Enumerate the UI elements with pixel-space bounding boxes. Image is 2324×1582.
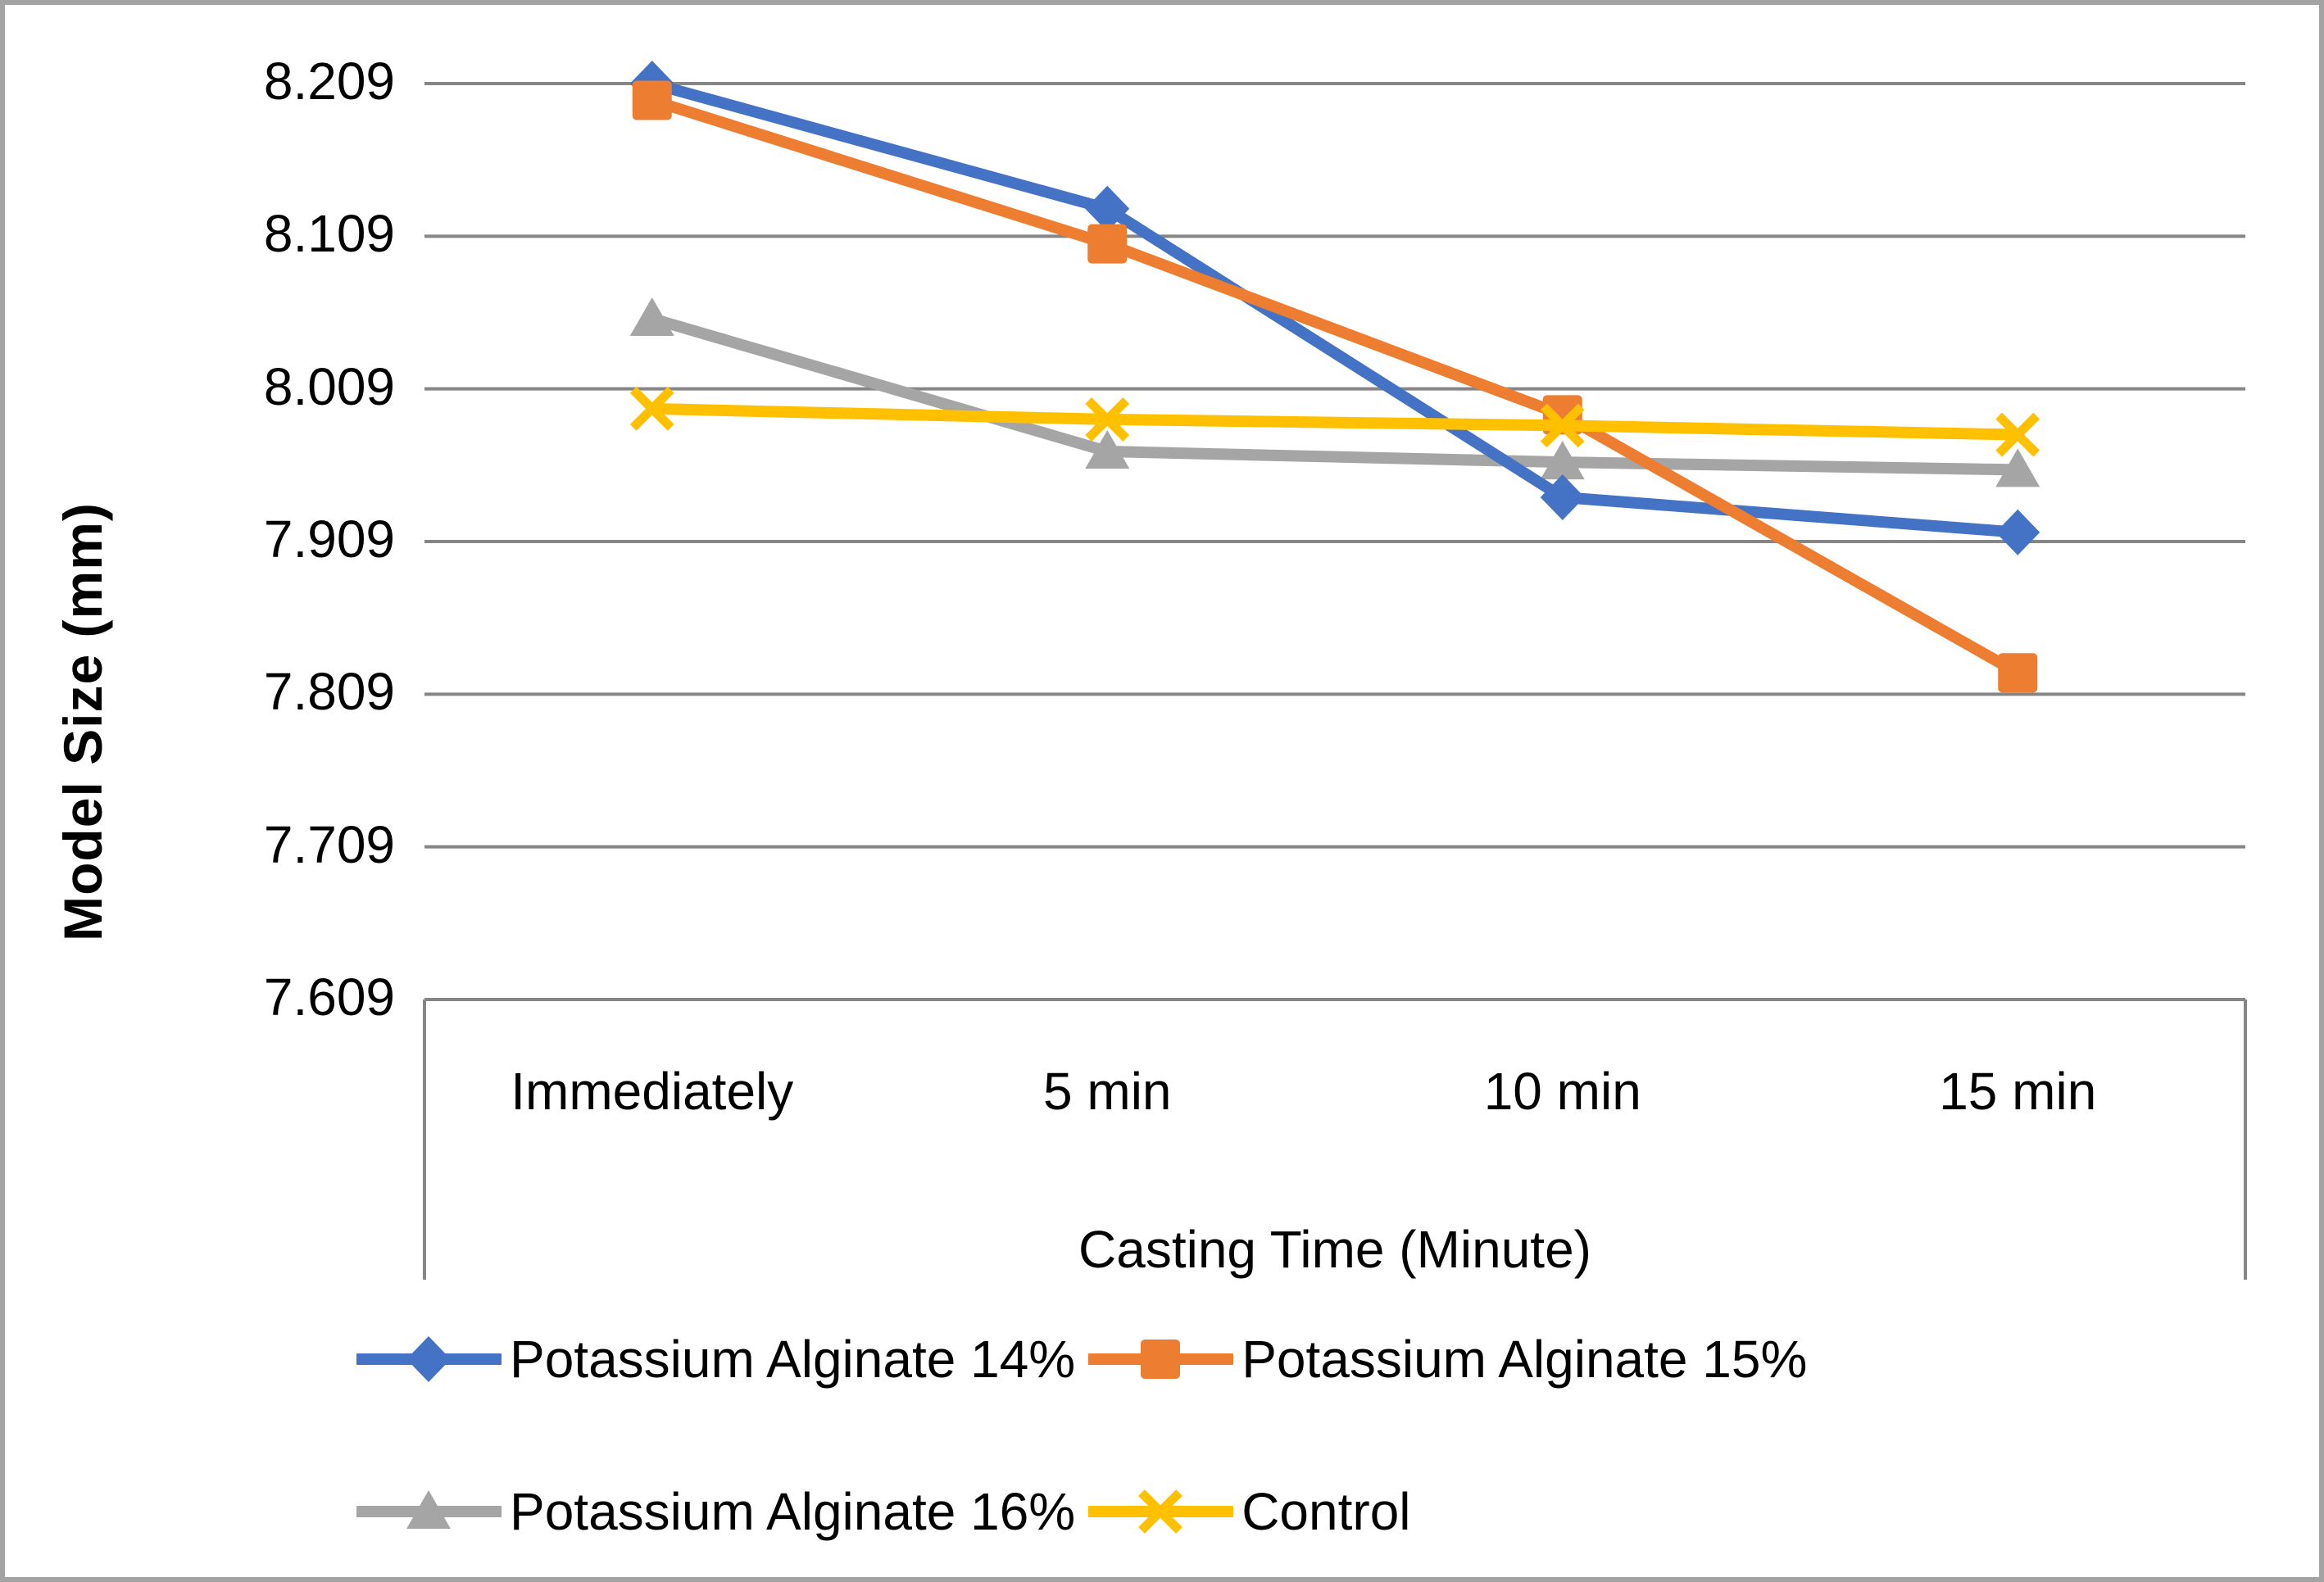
- diamond-marker-icon: [406, 1336, 451, 1382]
- series-line-potassium-alginate-16-: [650, 313, 2018, 476]
- x-marker-icon: [629, 386, 674, 431]
- legend-label: Potassium Alginate 14%: [510, 1330, 1076, 1389]
- y-tick-label: 7.709: [263, 814, 395, 874]
- x-marker-icon: [1540, 403, 1585, 448]
- legend-row: Potassium Alginate 14% Potassium Alginate…: [356, 1283, 2208, 1435]
- y-tick-label: 8.009: [263, 356, 395, 416]
- x-category-label: 10 min: [1483, 1062, 1641, 1121]
- y-tick-label: 8.209: [263, 52, 395, 111]
- y-tick-label: 7.809: [263, 662, 395, 722]
- triangle-marker-icon: [1995, 448, 2040, 487]
- x-marker-icon: [1138, 1489, 1183, 1534]
- legend-item: Control: [1088, 1481, 1411, 1542]
- diamond-marker-icon: [1085, 185, 1130, 232]
- x-category-label: 5 min: [1043, 1062, 1172, 1121]
- legend-marker-icon: [356, 1336, 502, 1382]
- x-marker-icon: [1085, 397, 1130, 442]
- legend-marker-icon: [1088, 1489, 1234, 1534]
- diamond-marker-icon: [1995, 509, 2040, 555]
- y-axis-title: Model Size (mm): [52, 502, 113, 941]
- triangle-marker-icon: [629, 297, 674, 336]
- diamond-marker-icon: [1540, 474, 1585, 520]
- legend-label: Control: [1241, 1482, 1411, 1541]
- y-tick-label: 8.109: [263, 204, 395, 264]
- legend-row: Potassium Alginate 16% Control: [356, 1435, 2208, 1577]
- square-marker-icon: [1087, 224, 1128, 264]
- y-tick-label: 7.609: [263, 968, 395, 1027]
- plot-area: [423, 61, 2247, 1280]
- legend-label: Potassium Alginate 15%: [1241, 1330, 1808, 1389]
- triangle-marker-icon: [406, 1490, 451, 1529]
- square-marker-icon: [1141, 1339, 1181, 1379]
- legend-marker-icon: [1088, 1339, 1234, 1379]
- x-axis-title: Casting Time (Minute): [1078, 1220, 1591, 1279]
- legend-label: Potassium Alginate 16%: [510, 1482, 1076, 1541]
- legend-marker-icon: [356, 1490, 502, 1529]
- legend: Potassium Alginate 14% Potassium Alginate…: [356, 1283, 2208, 1577]
- x-category-label: Immediately: [511, 1062, 794, 1121]
- square-marker-icon: [632, 80, 672, 120]
- x-category-label: 15 min: [1939, 1062, 2097, 1121]
- series-line-potassium-alginate-15-: [650, 94, 2021, 678]
- triangle-marker-icon: [1085, 430, 1130, 469]
- legend-item: Potassium Alginate 14%: [356, 1329, 1075, 1389]
- series-line-control: [651, 402, 2018, 441]
- series-line-potassium-alginate-14-: [650, 78, 2018, 538]
- triangle-marker-icon: [1540, 441, 1585, 480]
- legend-item: Potassium Alginate 15%: [1088, 1329, 1807, 1389]
- y-tick-label: 7.909: [263, 510, 395, 569]
- square-marker-icon: [1998, 653, 2038, 693]
- legend-item: Potassium Alginate 16%: [356, 1481, 1075, 1542]
- x-marker-icon: [1995, 412, 2040, 457]
